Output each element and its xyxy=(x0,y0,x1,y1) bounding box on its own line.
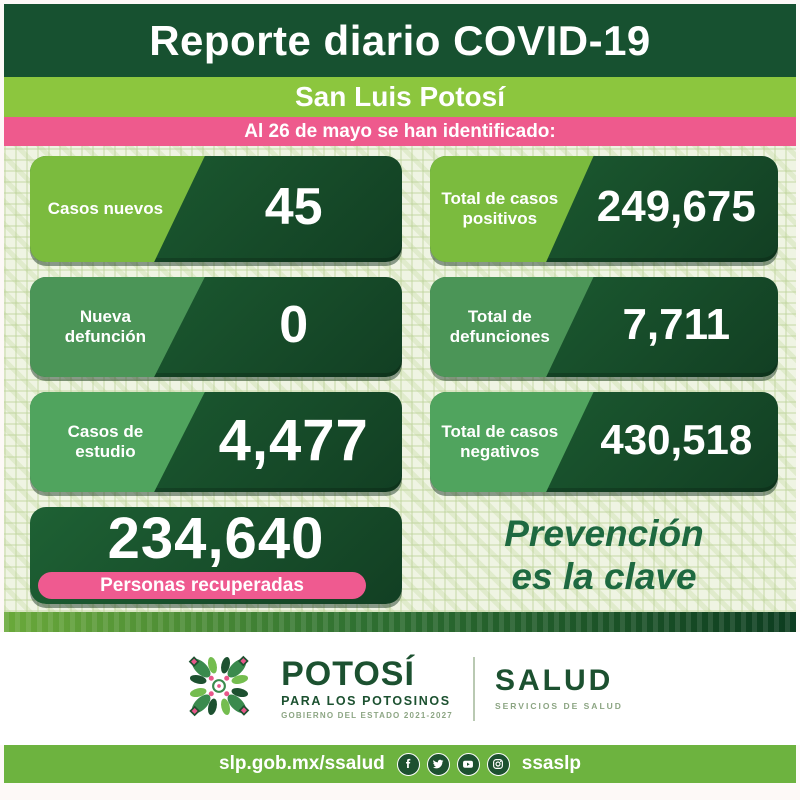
slogan-line-2: es la clave xyxy=(511,555,697,597)
stat-card-total-positivos: Total de casos positivos 249,675 xyxy=(430,156,778,262)
potosi-tagline: PARA LOS POTOSINOS xyxy=(281,693,451,708)
recovered-card: 234,640 Personas recuperadas xyxy=(30,507,402,604)
stat-card-casos-nuevos: Casos nuevos 45 xyxy=(30,156,402,262)
footer-logos: POTOSÍ PARA LOS POTOSINOS GOBIERNO DEL E… xyxy=(0,632,800,745)
salud-subline: SERVICIOS DE SALUD xyxy=(494,701,623,712)
logo-divider xyxy=(472,656,475,721)
stat-value: 45 xyxy=(264,178,323,236)
stat-label: Casos nuevos xyxy=(30,156,205,262)
potosi-logo-block: POTOSÍ PARA LOS POTOSINOS GOBIERNO DEL E… xyxy=(281,657,453,721)
state-name: San Luis Potosí xyxy=(294,81,506,112)
stat-card-total-defunciones: Total de defunciones 7,711 xyxy=(430,277,778,377)
stat-label: Nueva defunción xyxy=(30,277,205,377)
stat-label: Casos de estudio xyxy=(30,392,205,492)
twitter-icon[interactable] xyxy=(426,752,450,776)
potosi-emblem-icon xyxy=(177,644,261,733)
report-title: Reporte diario COVID-19 xyxy=(149,16,651,64)
date-text: Al 26 de mayo se han identificado: xyxy=(244,120,556,142)
recovered-value: 234,640 xyxy=(107,507,325,571)
website-url[interactable]: slp.gob.mx/ssalud xyxy=(219,753,385,774)
social-handle: ssaslp xyxy=(521,753,581,774)
youtube-icon[interactable] xyxy=(456,752,480,776)
potosi-wordmark: POTOSÍ xyxy=(281,654,415,693)
stat-label: Total de casos positivos xyxy=(430,156,594,262)
stat-label: Total de casos negativos xyxy=(430,392,594,492)
stat-value: 0 xyxy=(279,296,309,354)
recovered-label: Personas recuperadas xyxy=(38,572,366,599)
potosi-subline: GOBIERNO DEL ESTADO 2021-2027 xyxy=(281,711,453,721)
stat-value: 4,477 xyxy=(218,407,369,473)
stat-label: Total de defunciones xyxy=(430,277,594,377)
stat-value: 430,518 xyxy=(600,416,753,463)
state-band: San Luis Potosí xyxy=(4,77,796,117)
date-band: Al 26 de mayo se han identificado: xyxy=(4,117,796,146)
stat-card-nueva-defuncion: Nueva defunción 0 xyxy=(30,277,402,377)
stat-value: 7,711 xyxy=(622,300,731,349)
salud-logo-block: SALUD SERVICIOS DE SALUD xyxy=(495,666,623,711)
facebook-icon[interactable] xyxy=(396,752,420,776)
bottom-bar: slp.gob.mx/ssalud ssaslp xyxy=(4,745,796,783)
gradient-divider-strip xyxy=(4,612,796,632)
stat-card-casos-estudio: Casos de estudio 4,477 xyxy=(30,392,402,492)
instagram-icon[interactable] xyxy=(486,752,510,776)
stat-value: 249,675 xyxy=(596,182,756,231)
stats-section: Casos nuevos 45 Total de casos positivos… xyxy=(4,146,796,612)
stats-grid: Casos nuevos 45 Total de casos positivos… xyxy=(30,156,778,604)
slogan-line-1: Prevención xyxy=(504,513,704,555)
salud-wordmark: SALUD xyxy=(494,664,614,698)
social-icons xyxy=(396,752,510,776)
report-header: Reporte diario COVID-19 xyxy=(4,4,796,77)
prevention-slogan: Prevención es la clave xyxy=(430,507,778,604)
stat-card-total-negativos: Total de casos negativos 430,518 xyxy=(430,392,778,492)
